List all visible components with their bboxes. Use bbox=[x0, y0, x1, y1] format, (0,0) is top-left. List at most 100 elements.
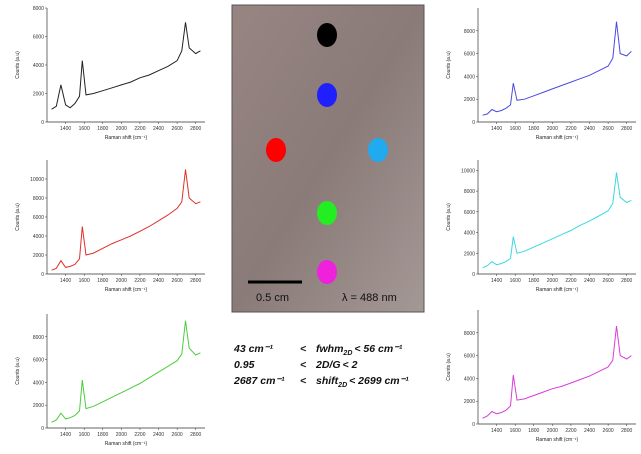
x-tick-label: 2400 bbox=[153, 278, 164, 284]
photo: 0.5 cm λ = 488 nm bbox=[232, 5, 424, 312]
x-tick-label: 2600 bbox=[172, 126, 183, 132]
y-tick-label: 6000 bbox=[464, 210, 475, 216]
x-tick-label: 2800 bbox=[190, 432, 201, 438]
x-tick-label: 2000 bbox=[547, 126, 558, 132]
x-tick-label: 2000 bbox=[116, 126, 127, 132]
y-axis-label: Counts (a.u) bbox=[446, 353, 452, 381]
x-axis-label: Raman shift (cm⁻¹) bbox=[536, 135, 579, 141]
y-tick-label: 4000 bbox=[464, 74, 475, 80]
spot bbox=[368, 138, 388, 162]
x-tick-label: 2600 bbox=[603, 278, 614, 284]
x-axis-label: Raman shift (cm⁻¹) bbox=[536, 287, 579, 293]
y-tick-label: 4000 bbox=[33, 63, 44, 69]
x-tick-label: 2800 bbox=[621, 428, 632, 434]
x-tick-label: 2000 bbox=[547, 278, 558, 284]
x-axis-label: Raman shift (cm⁻¹) bbox=[105, 135, 148, 141]
y-tick-label: 8000 bbox=[464, 189, 475, 195]
x-tick-label: 1600 bbox=[79, 126, 90, 132]
spot bbox=[266, 138, 286, 162]
condition-term: shift2D< 2699 cm⁻¹ bbox=[316, 375, 409, 389]
condition-term: fwhm2D< 56 cm⁻¹ bbox=[316, 343, 403, 357]
x-tick-label: 1800 bbox=[528, 126, 539, 132]
condition-op: < bbox=[300, 343, 306, 355]
y-tick-label: 0 bbox=[472, 272, 475, 278]
y-tick-label: 0 bbox=[472, 422, 475, 428]
y-tick-label: 6000 bbox=[33, 35, 44, 41]
figure: 0.5 cm λ = 488 nm 43 cm⁻¹<fwhm2D< 56 cm⁻… bbox=[0, 0, 641, 454]
spot bbox=[317, 23, 337, 47]
x-tick-label: 1600 bbox=[79, 432, 90, 438]
y-tick-label: 6000 bbox=[33, 358, 44, 364]
y-tick-label: 4000 bbox=[464, 376, 475, 382]
y-axis-label: Counts (a.u) bbox=[446, 203, 452, 231]
x-tick-label: 2400 bbox=[153, 432, 164, 438]
x-axis-label: Raman shift (cm⁻¹) bbox=[105, 441, 148, 447]
x-tick-label: 2200 bbox=[134, 278, 145, 284]
x-tick-label: 1800 bbox=[97, 432, 108, 438]
x-tick-label: 2200 bbox=[565, 126, 576, 132]
x-tick-label: 1600 bbox=[510, 428, 521, 434]
x-tick-label: 2000 bbox=[547, 428, 558, 434]
y-tick-label: 6000 bbox=[464, 354, 475, 360]
x-tick-label: 2600 bbox=[603, 428, 614, 434]
x-tick-label: 2800 bbox=[621, 126, 632, 132]
condition-term: 2D/G< 2 bbox=[315, 359, 358, 371]
y-tick-label: 2000 bbox=[464, 97, 475, 103]
y-tick-label: 0 bbox=[41, 120, 44, 126]
spot bbox=[317, 83, 337, 107]
y-tick-label: 2000 bbox=[33, 253, 44, 259]
x-tick-label: 2000 bbox=[116, 432, 127, 438]
x-tick-label: 1400 bbox=[491, 278, 502, 284]
term: shift bbox=[316, 375, 339, 387]
conditions: 43 cm⁻¹<fwhm2D< 56 cm⁻¹0.95<2D/G< 22687 … bbox=[233, 343, 409, 389]
condition-right: < 2699 cm⁻¹ bbox=[349, 375, 409, 387]
spectrum-line bbox=[52, 170, 201, 271]
y-axis-label: Counts (a.u) bbox=[15, 357, 21, 385]
x-tick-label: 2800 bbox=[190, 126, 201, 132]
y-tick-label: 2000 bbox=[33, 403, 44, 409]
x-tick-label: 2400 bbox=[153, 126, 164, 132]
y-tick-label: 2000 bbox=[33, 92, 44, 98]
x-tick-label: 1400 bbox=[60, 126, 71, 132]
x-tick-label: 1800 bbox=[97, 278, 108, 284]
spectrum-line bbox=[52, 321, 201, 423]
spectrum-line bbox=[483, 326, 632, 418]
x-tick-label: 1800 bbox=[97, 126, 108, 132]
x-tick-label: 1400 bbox=[491, 428, 502, 434]
y-tick-label: 10000 bbox=[461, 168, 475, 174]
y-axis-label: Counts (a.u) bbox=[15, 51, 21, 79]
condition-right: < 56 cm⁻¹ bbox=[354, 343, 402, 355]
y-tick-label: 8000 bbox=[464, 29, 475, 35]
y-tick-label: 10000 bbox=[30, 177, 44, 183]
y-tick-label: 8000 bbox=[464, 331, 475, 337]
spectrum-line bbox=[483, 22, 632, 116]
x-tick-label: 1400 bbox=[491, 126, 502, 132]
condition-left: 2687 cm⁻¹ bbox=[233, 375, 285, 387]
y-tick-label: 2000 bbox=[464, 399, 475, 405]
y-tick-label: 4000 bbox=[33, 380, 44, 386]
x-tick-label: 1600 bbox=[79, 278, 90, 284]
term: 2D/G bbox=[315, 359, 341, 371]
y-axis-label: Counts (a.u) bbox=[446, 51, 452, 79]
y-tick-label: 0 bbox=[472, 120, 475, 126]
x-tick-label: 2000 bbox=[116, 278, 127, 284]
x-tick-label: 1400 bbox=[60, 432, 71, 438]
scale-label: 0.5 cm bbox=[256, 292, 289, 304]
x-tick-label: 2600 bbox=[603, 126, 614, 132]
term-sub: 2D bbox=[342, 350, 352, 357]
y-tick-label: 6000 bbox=[464, 52, 475, 58]
x-axis-label: Raman shift (cm⁻¹) bbox=[536, 437, 579, 443]
y-tick-label: 0 bbox=[41, 426, 44, 432]
x-tick-label: 2400 bbox=[584, 126, 595, 132]
x-tick-label: 1800 bbox=[528, 428, 539, 434]
x-tick-label: 2800 bbox=[190, 278, 201, 284]
x-tick-label: 1400 bbox=[60, 278, 71, 284]
x-tick-label: 2400 bbox=[584, 278, 595, 284]
x-tick-label: 2400 bbox=[584, 428, 595, 434]
x-tick-label: 2200 bbox=[565, 278, 576, 284]
spot bbox=[317, 260, 337, 284]
